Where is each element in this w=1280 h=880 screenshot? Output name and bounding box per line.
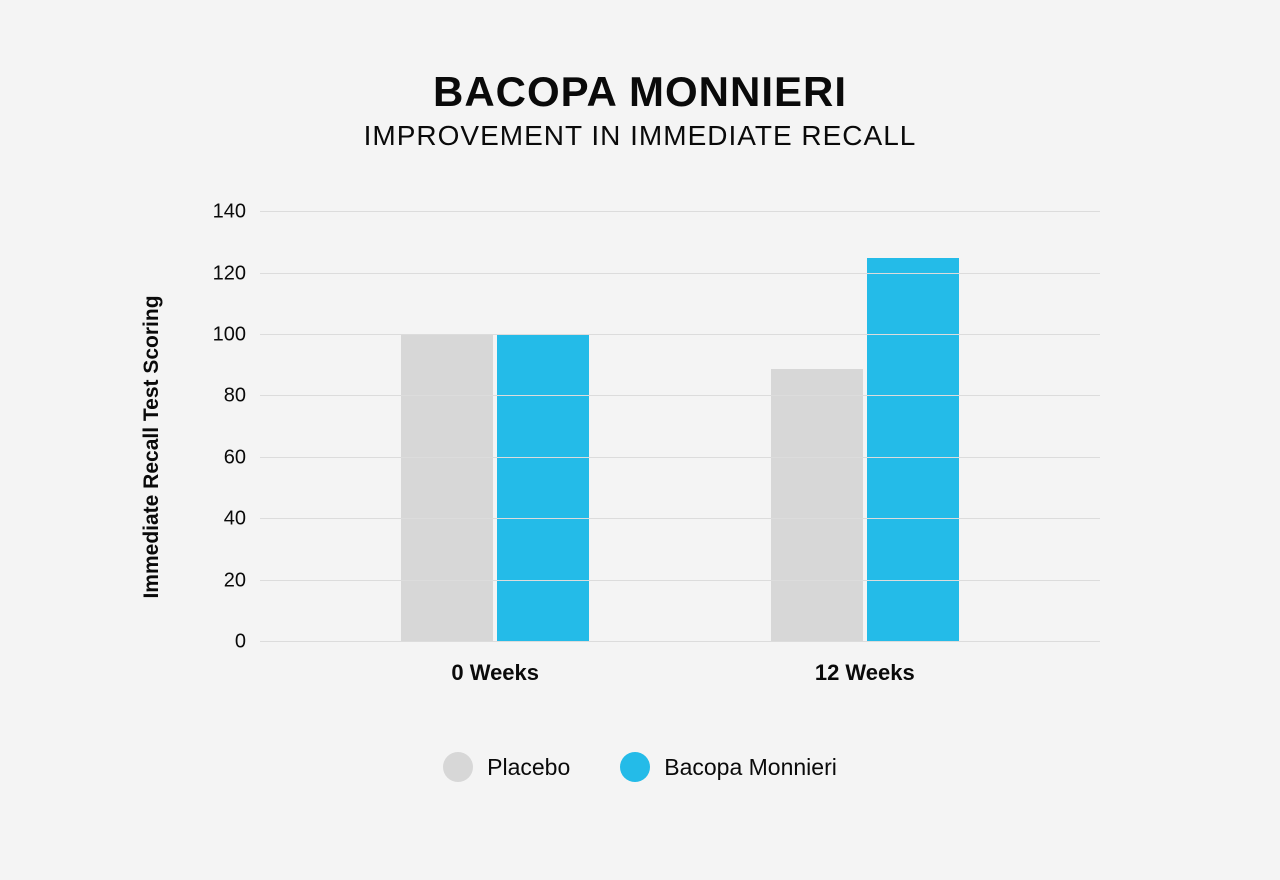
bar (867, 258, 959, 642)
grid-line (260, 518, 1100, 519)
legend-label: Bacopa Monnieri (664, 754, 837, 781)
grid-line (260, 580, 1100, 581)
chart-subtitle: IMPROVEMENT IN IMMEDIATE RECALL (0, 120, 1280, 152)
chart-area: Immediate Recall Test Scoring 0204060801… (180, 212, 1100, 682)
y-tick-label: 20 (224, 569, 260, 592)
y-tick-label: 120 (213, 262, 260, 285)
plot-region: 0204060801001201400 Weeks12 Weeks (260, 212, 1100, 642)
legend-swatch (443, 752, 473, 782)
legend-label: Placebo (487, 754, 570, 781)
y-tick-label: 80 (224, 385, 260, 408)
legend-item: Placebo (443, 752, 570, 782)
y-tick-label: 40 (224, 508, 260, 531)
bar (401, 335, 493, 642)
bars-layer (260, 212, 1100, 642)
grid-line (260, 395, 1100, 396)
legend: Placebo Bacopa Monnieri (0, 752, 1280, 782)
y-tick-label: 100 (213, 323, 260, 346)
grid-line (260, 334, 1100, 335)
chart-title: BACOPA MONNIERI (0, 70, 1280, 114)
legend-item: Bacopa Monnieri (620, 752, 837, 782)
y-tick-label: 0 (235, 631, 260, 654)
y-tick-label: 140 (213, 201, 260, 224)
y-axis-label: Immediate Recall Test Scoring (140, 296, 164, 599)
chart-container: BACOPA MONNIERI IMPROVEMENT IN IMMEDIATE… (0, 0, 1280, 880)
x-tick-label: 12 Weeks (815, 642, 915, 686)
grid-line (260, 211, 1100, 212)
grid-line (260, 641, 1100, 642)
legend-swatch (620, 752, 650, 782)
grid-line (260, 273, 1100, 274)
y-tick-label: 60 (224, 446, 260, 469)
x-tick-label: 0 Weeks (451, 642, 539, 686)
bar (497, 335, 589, 642)
grid-line (260, 457, 1100, 458)
bar (771, 369, 863, 642)
